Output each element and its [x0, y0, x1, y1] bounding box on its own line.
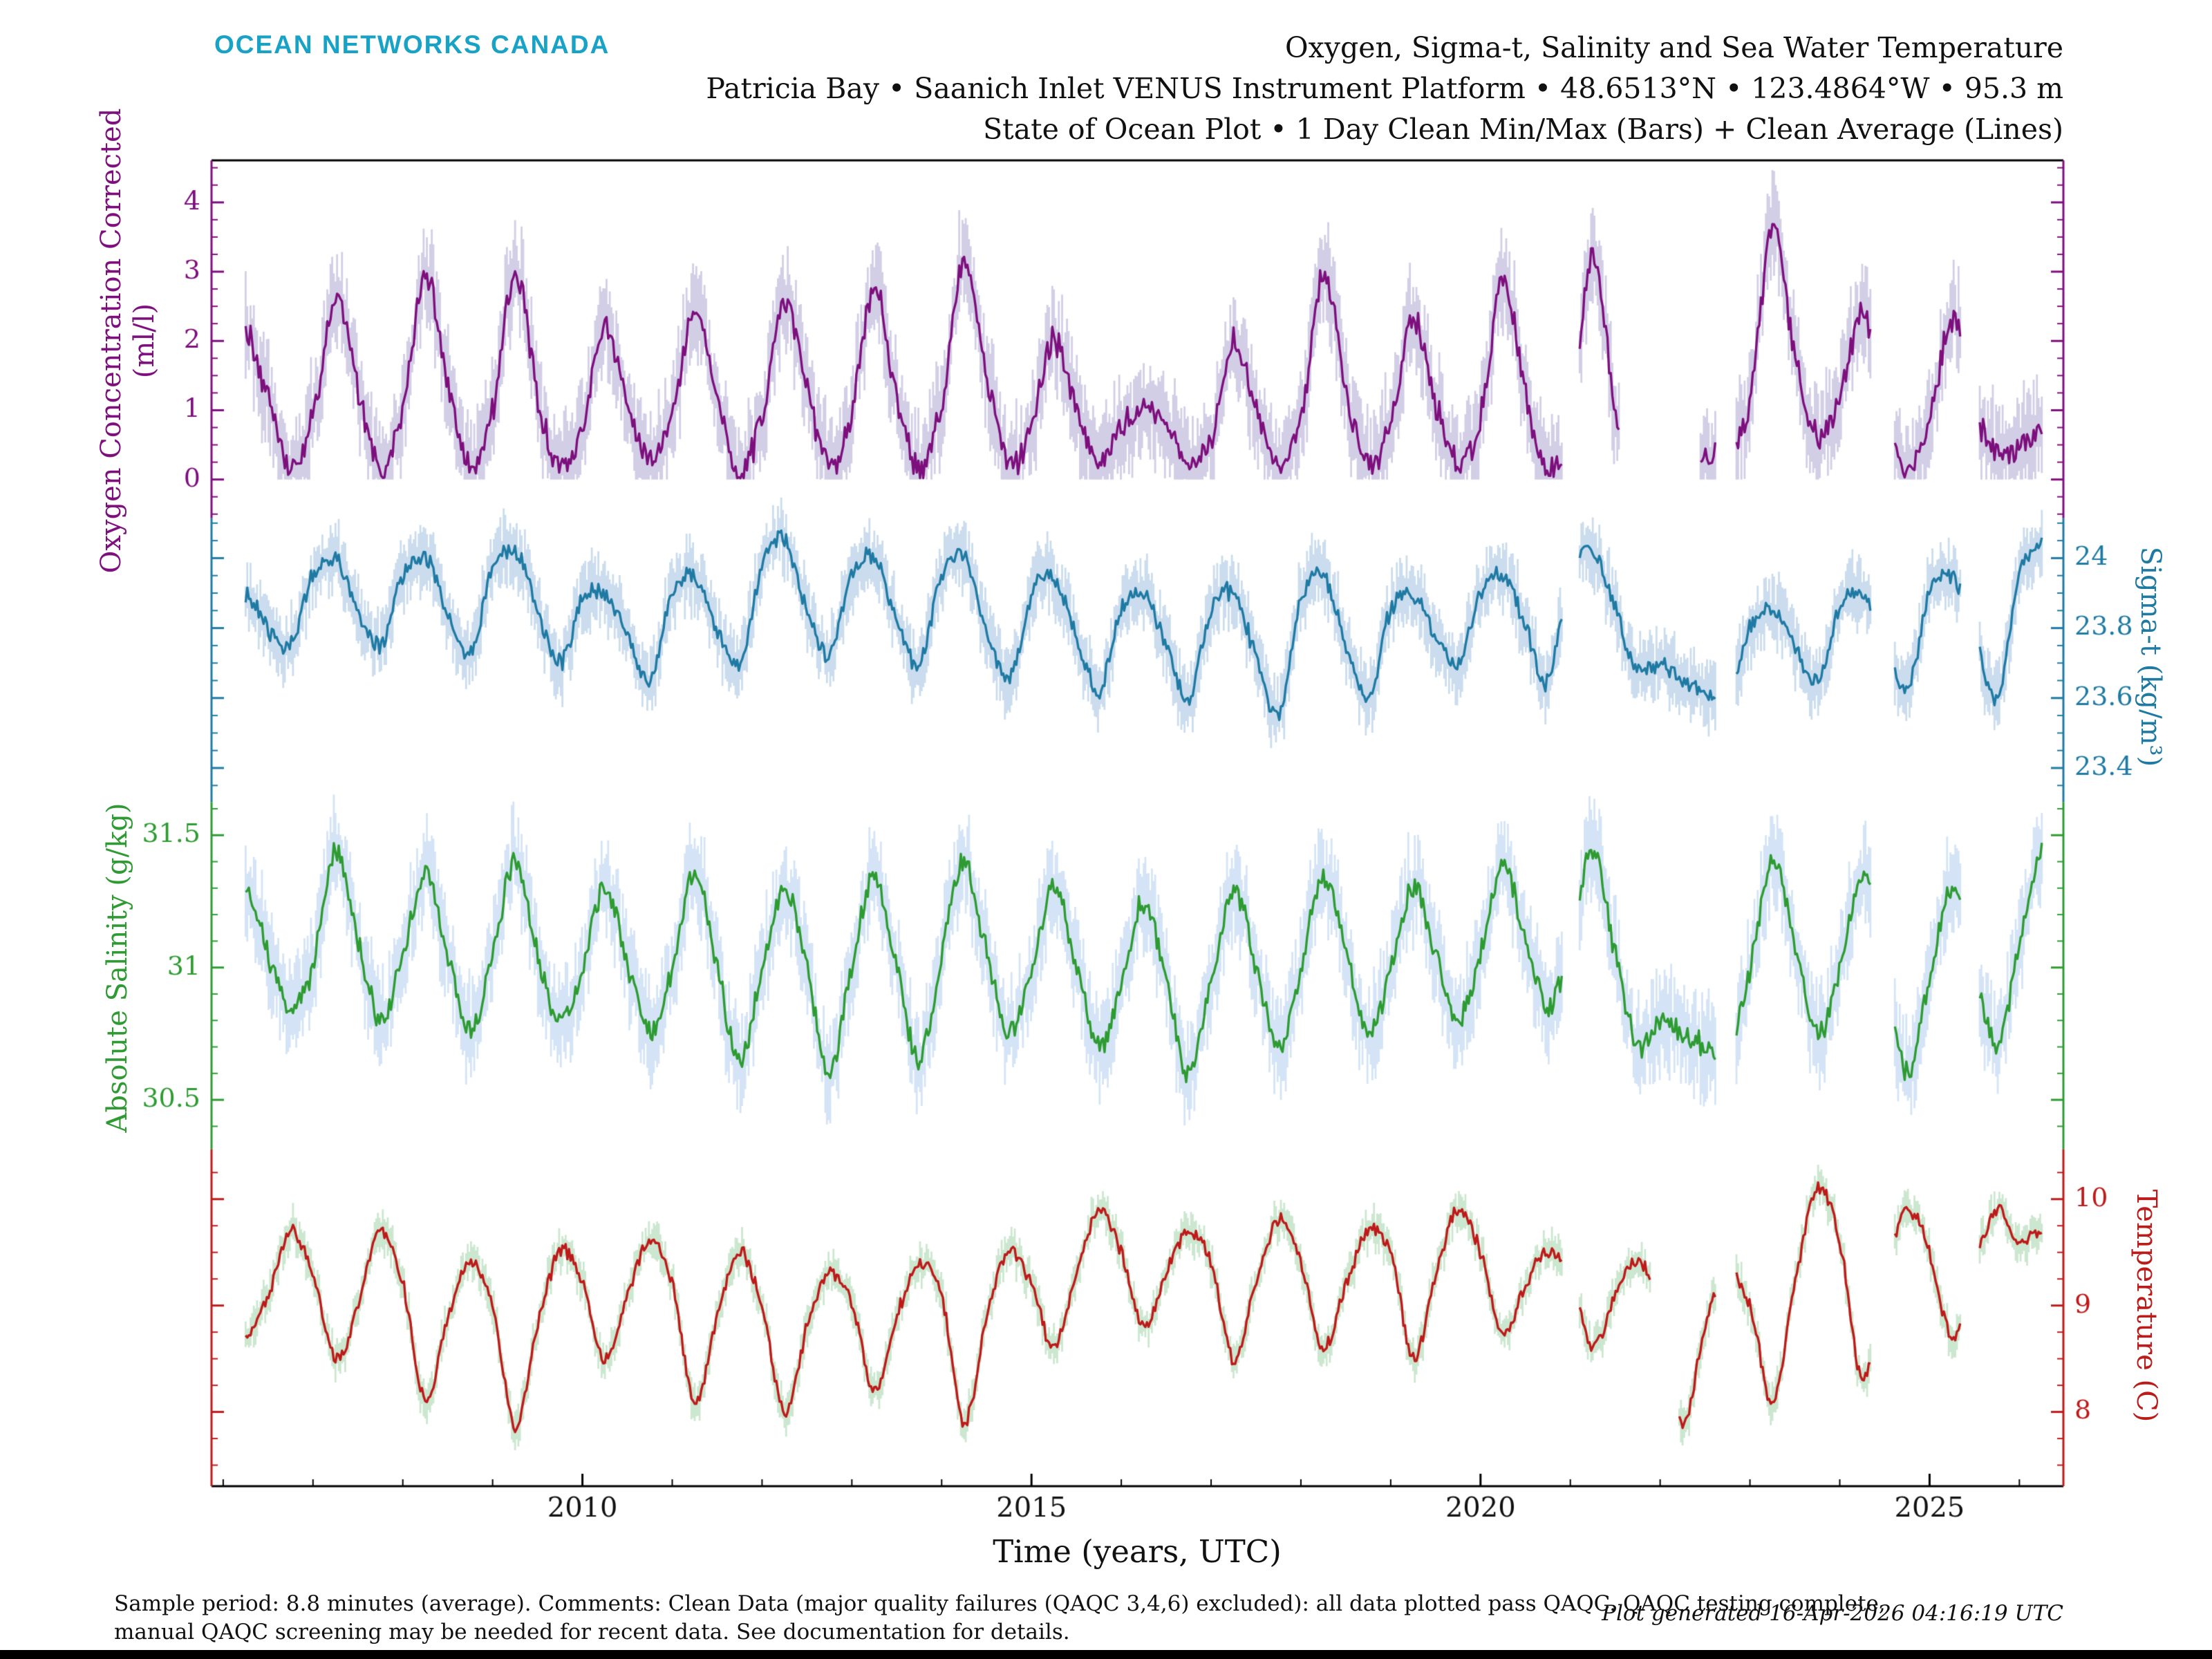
footer-comments: Sample period: 8.8 minutes (average). Co…: [114, 1590, 1886, 1647]
plot-title-block: Oxygen, Sigma-t, Salinity and Sea Water …: [706, 28, 2063, 150]
sigma-t-axis-label: Sigma-t (kg/m³): [2134, 547, 2167, 767]
plot-title-line1: Oxygen, Sigma-t, Salinity and Sea Water …: [1285, 31, 2063, 64]
salinity-axis-label: Absolute Salinity (g/kg): [101, 803, 134, 1132]
x-axis-label: Time (years, UTC): [993, 1533, 1282, 1570]
plot-generated-timestamp: Plot generated 16-Apr-2026 04:16:19 UTC: [1602, 1601, 2063, 1626]
onc-logo: OCEAN NETWORKS CANADA: [214, 30, 610, 59]
sigma-t-axis-label-line1: Sigma-t (kg/m³): [2135, 546, 2166, 767]
salinity-axis-label-line1: Absolute Salinity (g/kg): [102, 803, 133, 1133]
temperature-axis-label-line1: Temperature (C): [2130, 1189, 2162, 1423]
plot-title-line3: State of Ocean Plot • 1 Day Clean Min/Ma…: [983, 113, 2063, 146]
plot-title-line2: Patricia Bay • Saanich Inlet VENUS Instr…: [706, 72, 2063, 105]
oxygen-axis-label-line2: (ml/l): [129, 303, 160, 379]
footer-comments-line2: manual QAQC screening may be needed for …: [114, 1620, 1070, 1644]
window-edge-bar: [0, 1650, 2212, 1659]
temperature-axis-label: Temperature (C): [2130, 1190, 2163, 1423]
oxygen-axis-label: Oxygen Concentration Corrected (ml/l): [95, 109, 161, 574]
footer-comments-line1: Sample period: 8.8 minutes (average). Co…: [114, 1591, 1886, 1616]
oxygen-axis-label-line1: Oxygen Concentration Corrected: [95, 108, 127, 574]
